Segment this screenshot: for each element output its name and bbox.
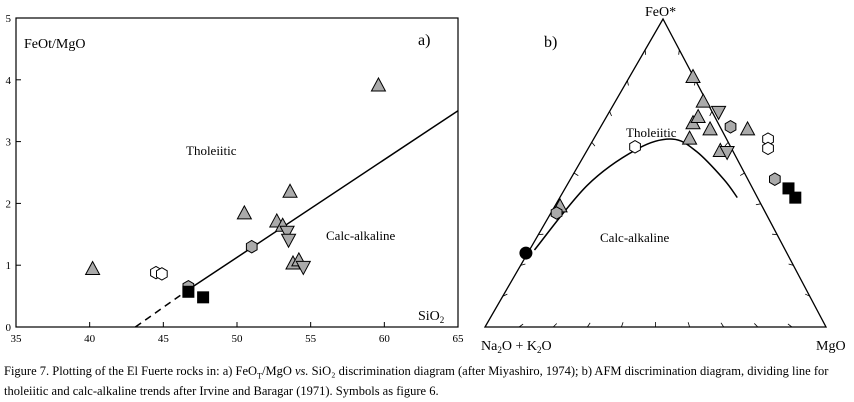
y-tick-label: 4 [6, 75, 12, 87]
ternary-tick [720, 322, 725, 328]
panel-a-field-label-calc-alkaline: Calc-alkaline [326, 228, 396, 243]
ternary-tick [724, 141, 729, 147]
tholeiitic-calc-alkaline-dividing-curve [533, 138, 738, 251]
panel-b-data-points [519, 68, 802, 260]
panel-a-x-axis-label: SiO2 [418, 309, 444, 325]
ternary-point-hexagon [762, 141, 774, 156]
ternary-point-triangle-down [710, 105, 727, 121]
ternary-tick [520, 263, 526, 266]
ternary-tick [739, 172, 745, 176]
x-tick-label: 55 [305, 333, 317, 345]
x-tick-label: 40 [84, 333, 96, 345]
panel-b-dividing-curve [533, 138, 738, 251]
x-tick-label: 60 [379, 333, 391, 345]
ternary-tick [621, 322, 624, 328]
panel-a-plot-frame [15, 17, 459, 328]
panel-a-feo-mgo-vs-sio2-chart: a) FeOt/MgO SiO2 Tholeiitic Calc-alkalin… [6, 13, 465, 345]
ternary-point-hexagon [629, 140, 641, 154]
ternary-point-circle [519, 246, 533, 260]
ternary-tick [687, 322, 690, 328]
ternary-point-triangle-up [739, 120, 756, 136]
panel-b-afm-ternary-diagram: b) FeO* MgO Na2O + K2O Tholeiitic Calc-a… [481, 5, 846, 355]
data-point-triangle-up [370, 76, 387, 92]
data-point-triangle-up [84, 260, 101, 276]
figure-7: a) FeOt/MgO SiO2 Tholeiitic Calc-alkalin… [6, 5, 846, 355]
dividing-line-dashed [134, 288, 191, 328]
ternary-tick [755, 203, 761, 206]
panel-b-field-label-calc-alkaline: Calc-alkaline [600, 230, 670, 245]
x-tick-label: 45 [158, 333, 170, 345]
ternary-tick [502, 293, 508, 297]
ternary-point-triangle-up [681, 130, 698, 145]
y-tick-label: 1 [6, 260, 12, 272]
ternary-tick [586, 322, 591, 328]
panel-b-triangle [483, 17, 828, 328]
data-point-square [197, 291, 210, 304]
vertex-label-feo: FeO* [645, 5, 676, 20]
ternary-tick [709, 111, 713, 117]
x-tick-label: 35 [11, 333, 23, 345]
ternary-point-triangle-up [685, 68, 701, 84]
y-tick-label: 5 [6, 13, 12, 25]
panel-a-y-axis-label: FeOt/MgO [24, 37, 85, 52]
vertex-label-alkalis: Na2O + K2O [481, 339, 552, 355]
data-point-triangle-down [279, 225, 295, 241]
data-point-square [182, 285, 195, 298]
ternary-point-triangle-up [702, 120, 718, 136]
panel-a-dividing-line [134, 110, 459, 328]
y-tick-label: 2 [6, 198, 12, 210]
panel-b-label: b) [544, 34, 557, 51]
data-point-hexagon [156, 267, 168, 281]
y-tick-label: 0 [6, 322, 12, 334]
panel-a-x-axis-label-subscript: 2 [440, 315, 445, 325]
dividing-line-solid [189, 110, 459, 290]
data-point-triangle-up [236, 204, 253, 220]
data-point-triangle-down [280, 233, 297, 249]
ternary-point-hexagon [769, 172, 781, 186]
panel-a-field-label-tholeiitic: Tholeiitic [186, 143, 237, 158]
ternary-tick [627, 80, 629, 86]
data-point-triangle-up [282, 183, 298, 198]
ternary-point-hexagon [724, 120, 737, 134]
figure-caption: Figure 7. Plotting of the El Fuerte rock… [4, 364, 829, 398]
ternary-point-hexagon [550, 206, 563, 220]
ternary-point-square [782, 182, 795, 195]
ternary-point-triangle-down [719, 145, 735, 161]
ternary-tick [754, 323, 759, 328]
ternary-point-square [789, 191, 802, 204]
ternary-point-triangle-up [690, 108, 706, 124]
x-tick-label: 65 [453, 333, 465, 345]
data-point-hexagon [245, 239, 258, 254]
ternary-tick [805, 293, 810, 297]
ternary-tick [552, 323, 558, 328]
y-tick-label: 3 [6, 137, 12, 149]
panel-a-label: a) [418, 32, 430, 49]
ternary-point-triangle-up [695, 93, 712, 108]
panel-b-field-label-tholeiitic: Tholeiitic [626, 125, 677, 140]
ternary-tick [609, 111, 612, 117]
ternary-tick [591, 141, 596, 147]
data-point-triangle-down [295, 260, 312, 276]
ternary-tick [787, 323, 793, 328]
x-tick-label: 50 [232, 333, 244, 345]
vertex-label-mgo: MgO [816, 339, 846, 354]
ternary-tick [788, 263, 794, 266]
ternary-tick [573, 172, 579, 176]
ternary-tick [678, 49, 680, 55]
ternary-tick [518, 323, 524, 328]
panel-a-data-points [84, 76, 387, 304]
